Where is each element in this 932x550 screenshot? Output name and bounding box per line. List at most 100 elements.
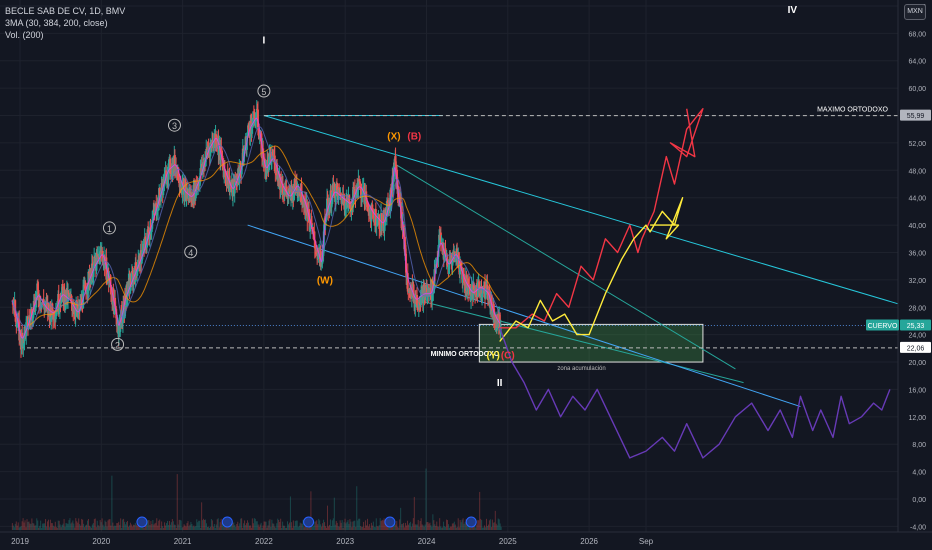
volume-bar [229, 526, 231, 530]
volume-bar [353, 520, 355, 530]
candle-body [191, 203, 194, 205]
volume-bar [393, 525, 395, 530]
moving-average-line [11, 117, 501, 339]
volume-bar [74, 527, 76, 530]
y-tick-label: 48,00 [908, 168, 926, 175]
y-tick-label: 52,00 [908, 141, 926, 148]
volume-bar [313, 525, 315, 530]
volume-bar [233, 522, 235, 530]
candle-body [87, 271, 90, 290]
volume-bar [404, 527, 406, 530]
candle-body [102, 258, 105, 263]
volume-bar [150, 521, 152, 530]
candle-body [136, 271, 139, 276]
volume-bar [80, 525, 82, 530]
dividend-marker [221, 516, 233, 528]
volume-bar [35, 525, 37, 530]
volume-bar [464, 522, 466, 530]
volume-bar [369, 527, 371, 530]
candle-body [384, 210, 387, 226]
candle-body [63, 289, 66, 307]
candle-body [467, 286, 470, 295]
candle-body [317, 252, 320, 260]
currency-button[interactable]: MXN [904, 4, 926, 20]
candle-body [220, 154, 223, 156]
volume-bar [400, 507, 402, 530]
wave-circle [102, 221, 116, 235]
volume-bar [231, 521, 233, 530]
volume-bar [172, 521, 174, 530]
volume-bar [147, 520, 149, 530]
volume-bar [163, 527, 165, 530]
volume-bar [480, 518, 482, 530]
volume-bar [120, 518, 122, 530]
volume-bar [306, 526, 308, 530]
volume-bar [122, 519, 124, 530]
volume-bar [271, 519, 273, 530]
volume-bar [299, 522, 301, 530]
volume-bar [193, 525, 195, 530]
candle-body [101, 251, 104, 256]
volume-bar [180, 520, 182, 530]
volume-bar [412, 518, 414, 530]
candle-body [218, 145, 221, 155]
candle-body [82, 285, 85, 290]
candle-body [256, 109, 259, 128]
candle-body [315, 248, 318, 252]
volume-bar [29, 523, 31, 530]
candle-body [36, 283, 39, 291]
candle-body [13, 300, 16, 307]
y-tick-label: 16,00 [908, 387, 926, 394]
candle-body [156, 210, 159, 214]
candle-body [267, 156, 270, 171]
y-tick-label: 44,00 [908, 196, 926, 203]
volume-bar [28, 521, 30, 530]
candle-body [344, 208, 347, 210]
volume-bar [145, 523, 147, 530]
volume-bar [249, 525, 251, 530]
candle-body [451, 257, 454, 266]
volume-bar [73, 523, 75, 530]
volume-bar [168, 520, 170, 530]
y-tick-label: 20,00 [908, 360, 926, 367]
volume-bar [319, 520, 321, 530]
candle-body [169, 173, 172, 175]
trendline [247, 224, 801, 408]
candle-body [292, 193, 295, 201]
volume-bar [121, 527, 123, 530]
candle-body [258, 136, 261, 140]
volume-bar [100, 522, 102, 530]
y-tick-label: 32,00 [908, 278, 926, 285]
candle-body [110, 285, 113, 295]
y-tick-label: 8,00 [912, 442, 926, 449]
x-tick-label: 2020 [92, 537, 110, 546]
volume-bar [332, 518, 334, 530]
volume-bar [88, 525, 90, 530]
volume-bar [65, 523, 67, 530]
candle-body [341, 198, 344, 204]
volume-bar [56, 527, 58, 530]
volume-bar [208, 527, 210, 530]
candle-body [286, 193, 289, 198]
volume-bar [381, 519, 383, 530]
volume-bar [159, 519, 161, 530]
candle-body [335, 185, 338, 191]
candle-body [338, 188, 341, 190]
volume-bar [255, 521, 257, 530]
volume-bar [205, 519, 207, 530]
volume-bar [116, 523, 118, 530]
volume-bar [441, 527, 443, 530]
volume-bar [398, 527, 400, 530]
candle-body [356, 189, 359, 196]
volume-bar [83, 523, 85, 530]
volume-bar [112, 522, 114, 530]
candle-body [28, 317, 31, 319]
volume-bar [360, 526, 362, 530]
candle-body [255, 108, 258, 119]
candle-body [182, 181, 185, 185]
candle-body [256, 108, 259, 110]
candle-body [147, 229, 150, 233]
volume-bar [382, 520, 384, 530]
candle-body [381, 224, 384, 228]
